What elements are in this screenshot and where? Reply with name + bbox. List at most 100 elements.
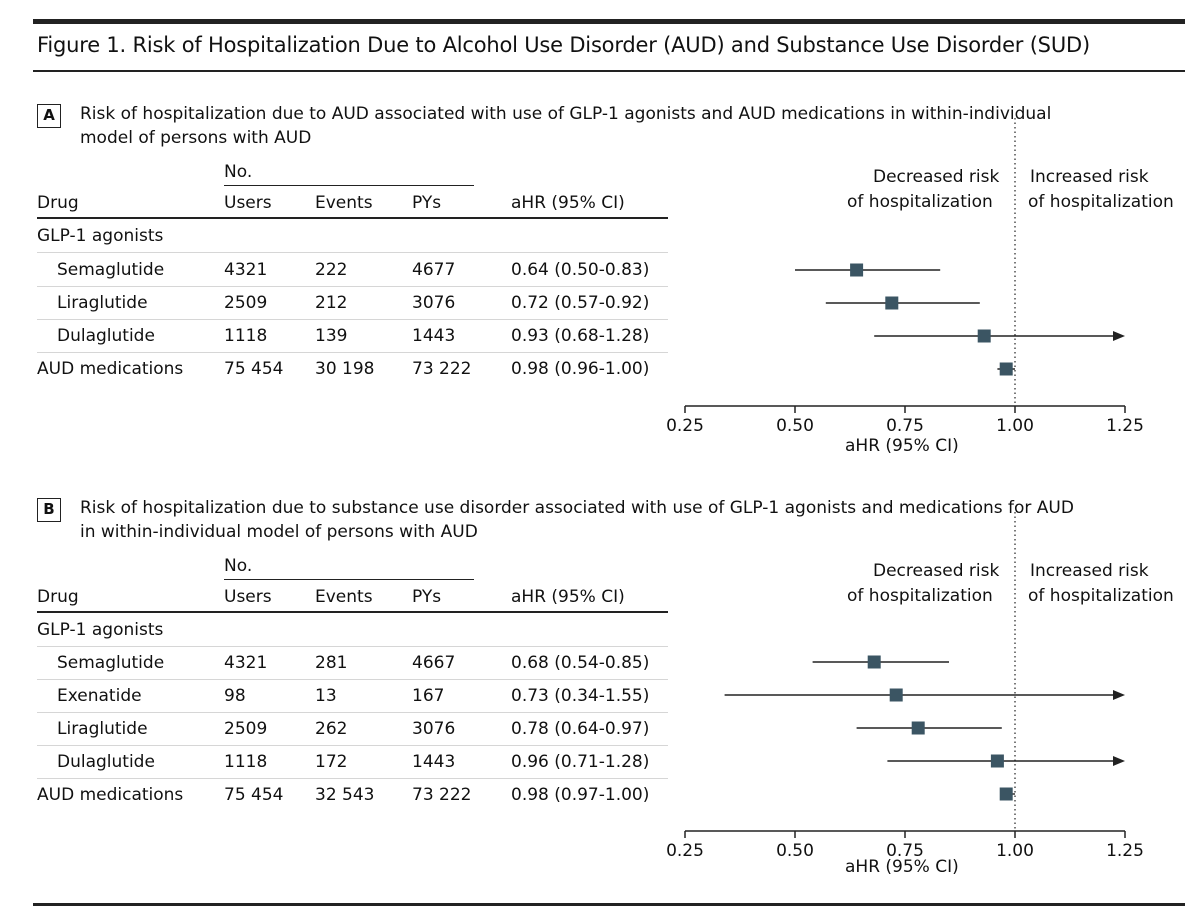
- figure-title: Figure 1. Risk of Hospitalization Due to…: [37, 33, 1090, 57]
- ahr-value: 0.68 (0.54-0.85): [511, 653, 650, 673]
- top-rule: [33, 19, 1185, 24]
- point-estimate: [977, 329, 991, 343]
- point-estimate: [889, 688, 903, 702]
- users-value: 75 454: [224, 359, 284, 379]
- increased-risk-label-2: of hospitalization: [1028, 192, 1174, 212]
- x-axis-label: aHR (95% CI): [845, 857, 959, 877]
- ci-arrow: [1113, 690, 1125, 700]
- panel-letter: A: [37, 104, 61, 128]
- decreased-risk-label-2: of hospitalization: [847, 586, 993, 606]
- decreased-risk-label: Decreased risk: [873, 165, 999, 189]
- drug-name: Dulaglutide: [57, 752, 155, 772]
- row-separator: [37, 745, 668, 746]
- ahr-value: 0.64 (0.50-0.83): [511, 260, 650, 280]
- pys-value: 4667: [412, 653, 456, 673]
- header-separator: [37, 611, 668, 613]
- point-estimate: [885, 296, 899, 310]
- drug-name: Dulaglutide: [57, 326, 155, 346]
- row-separator: [37, 778, 668, 779]
- events-value: 212: [315, 293, 348, 313]
- drug-name: Liraglutide: [57, 293, 148, 313]
- panel-caption: Risk of hospitalization due to substance…: [80, 496, 1140, 544]
- ahr-value: 0.73 (0.34-1.55): [511, 686, 650, 706]
- ahr-value: 0.98 (0.96-1.00): [511, 359, 650, 379]
- pys-value: 4677: [412, 260, 456, 280]
- header-no: No.: [224, 162, 253, 182]
- drug-name: AUD medications: [37, 359, 184, 379]
- increased-risk-label-2: of hospitalization: [1028, 586, 1174, 606]
- events-value: 30 198: [315, 359, 375, 379]
- events-value: 32 543: [315, 785, 375, 805]
- panel-letter: B: [37, 498, 61, 522]
- decreased-risk-line-1: Decreased risk: [873, 167, 1000, 187]
- bottom-rule: [33, 903, 1185, 906]
- users-value: 4321: [224, 653, 268, 673]
- ci-arrow: [1113, 756, 1125, 766]
- pys-value: 1443: [412, 752, 456, 772]
- row-separator: [37, 319, 668, 320]
- users-value: 1118: [224, 752, 268, 772]
- x-tick-label: 0.75: [886, 841, 924, 861]
- increased-risk-label: Increased risk: [1030, 561, 1149, 581]
- drug-name: Exenatide: [57, 686, 142, 706]
- increased-risk-label: Increased risk: [1030, 167, 1149, 187]
- row-separator: [37, 712, 668, 713]
- header-pys: PYs: [412, 193, 442, 213]
- users-value: 4321: [224, 260, 268, 280]
- users-value: 1118: [224, 326, 268, 346]
- title-rule: [33, 70, 1185, 72]
- events-value: 139: [315, 326, 348, 346]
- panel-caption: Risk of hospitalization due to AUD assoc…: [80, 102, 1140, 150]
- ahr-value: 0.72 (0.57-0.92): [511, 293, 650, 313]
- caption-line-2: in within-individual model of persons wi…: [80, 522, 478, 542]
- pys-value: 73 222: [412, 785, 472, 805]
- ahr-value: 0.93 (0.68-1.28): [511, 326, 650, 346]
- header-no: No.: [224, 556, 253, 576]
- row-separator: [37, 646, 668, 647]
- point-estimate: [867, 655, 881, 669]
- events-value: 172: [315, 752, 348, 772]
- group-label: GLP-1 agonists: [37, 620, 164, 640]
- row-separator: [37, 679, 668, 680]
- pys-value: 1443: [412, 326, 456, 346]
- x-tick-label: 1.00: [996, 841, 1034, 861]
- decreased-risk-label-2: of hospitalization: [847, 192, 993, 212]
- point-estimate: [999, 362, 1013, 376]
- header-pys: PYs: [412, 587, 442, 607]
- header-users: Users: [224, 587, 272, 607]
- drug-name: Semaglutide: [57, 653, 165, 673]
- ci-arrow: [1113, 331, 1125, 341]
- x-tick-label: 0.75: [886, 416, 924, 436]
- pys-value: 73 222: [412, 359, 472, 379]
- forest-plot-b: 0.25 0.50 0.75 1.00 1.25: [666, 512, 1144, 861]
- decreased-risk-label: Decreased risk: [873, 561, 1000, 581]
- x-tick-label: 0.25: [666, 841, 704, 861]
- header-no-underline: [224, 185, 474, 186]
- x-tick-label: 0.50: [776, 841, 814, 861]
- drug-name: AUD medications: [37, 785, 184, 805]
- header-drug: Drug: [37, 587, 79, 607]
- x-tick-label: 1.25: [1106, 416, 1144, 436]
- pys-value: 167: [412, 686, 445, 706]
- x-tick-label: 0.25: [666, 416, 704, 436]
- ahr-value: 0.96 (0.71-1.28): [511, 752, 650, 772]
- header-no-underline: [224, 579, 474, 580]
- forest-plot-a: 0.25 0.50 0.75 1.00 1.25: [666, 118, 1144, 436]
- events-value: 262: [315, 719, 348, 739]
- header-drug: Drug: [37, 193, 79, 213]
- ahr-value: 0.98 (0.97-1.00): [511, 785, 650, 805]
- drug-name: Liraglutide: [57, 719, 148, 739]
- point-estimate: [990, 754, 1004, 768]
- x-tick-label: 1.00: [996, 416, 1034, 436]
- users-value: 2509: [224, 293, 268, 313]
- group-label: GLP-1 agonists: [37, 226, 164, 246]
- pys-value: 3076: [412, 719, 456, 739]
- header-ahr: aHR (95% CI): [511, 193, 625, 213]
- row-separator: [37, 352, 668, 353]
- point-estimate: [911, 721, 925, 735]
- header-users: Users: [224, 193, 272, 213]
- caption-line-2: model of persons with AUD: [80, 128, 312, 148]
- point-estimate: [850, 263, 864, 277]
- point-estimate: [999, 787, 1013, 801]
- events-value: 281: [315, 653, 348, 673]
